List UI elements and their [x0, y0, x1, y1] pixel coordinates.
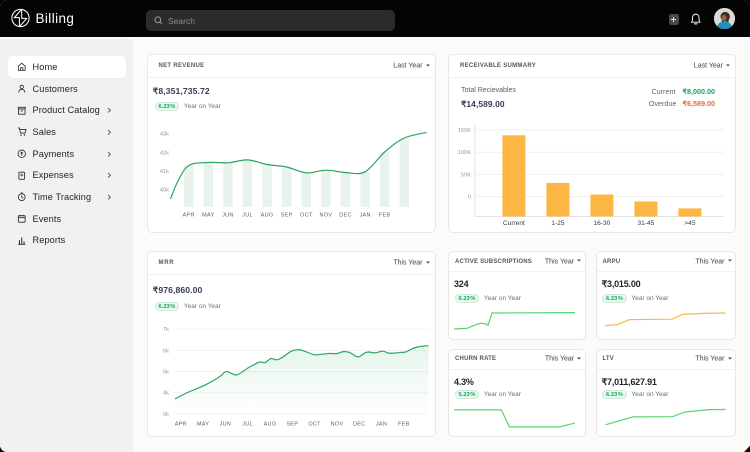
svg-text:MAY: MAY: [202, 212, 214, 218]
svg-text:JUN: JUN: [222, 212, 234, 218]
svg-text:FEB: FEB: [378, 212, 390, 218]
svg-text:SEP: SEP: [286, 422, 298, 428]
svg-text:41k: 41k: [159, 169, 168, 175]
svg-text:DEC: DEC: [339, 212, 352, 218]
svg-text:150K: 150K: [458, 128, 471, 134]
svg-text:>45: >45: [684, 220, 696, 227]
svg-text:APR: APR: [174, 422, 186, 428]
svg-text:SEP: SEP: [280, 212, 292, 218]
svg-text:AUG: AUG: [263, 422, 276, 428]
svg-text:OCT: OCT: [308, 422, 321, 428]
svg-text:100K: 100K: [458, 150, 471, 156]
svg-text:7k: 7k: [162, 327, 168, 333]
svg-text:16-30: 16-30: [593, 220, 610, 227]
svg-text:1-25: 1-25: [551, 220, 565, 227]
svg-text:MAY: MAY: [196, 422, 208, 428]
svg-text:31-45: 31-45: [637, 220, 654, 227]
svg-text:JUN: JUN: [219, 422, 231, 428]
svg-text:JAN: JAN: [375, 422, 386, 428]
svg-text:4k: 4k: [162, 391, 168, 397]
svg-text:0k: 0k: [162, 412, 168, 418]
svg-text:DEC: DEC: [352, 422, 365, 428]
svg-text:JUL: JUL: [242, 422, 253, 428]
svg-text:FEB: FEB: [397, 422, 409, 428]
svg-text:Current: Current: [503, 220, 525, 227]
svg-text:50K: 50K: [461, 172, 471, 178]
svg-text:APR: APR: [182, 212, 194, 218]
svg-text:AUG: AUG: [260, 212, 273, 218]
svg-text:43k: 43k: [159, 132, 168, 138]
svg-text:OCT: OCT: [300, 212, 313, 218]
svg-text:0: 0: [468, 195, 471, 201]
svg-text:5k: 5k: [162, 370, 168, 376]
svg-text:NOV: NOV: [330, 422, 343, 428]
svg-text:JUL: JUL: [242, 212, 253, 218]
svg-text:JAN: JAN: [359, 212, 370, 218]
svg-text:40k: 40k: [159, 188, 168, 194]
svg-text:6k: 6k: [162, 348, 168, 354]
svg-text:NOV: NOV: [319, 212, 332, 218]
svg-text:42k: 42k: [159, 150, 168, 156]
